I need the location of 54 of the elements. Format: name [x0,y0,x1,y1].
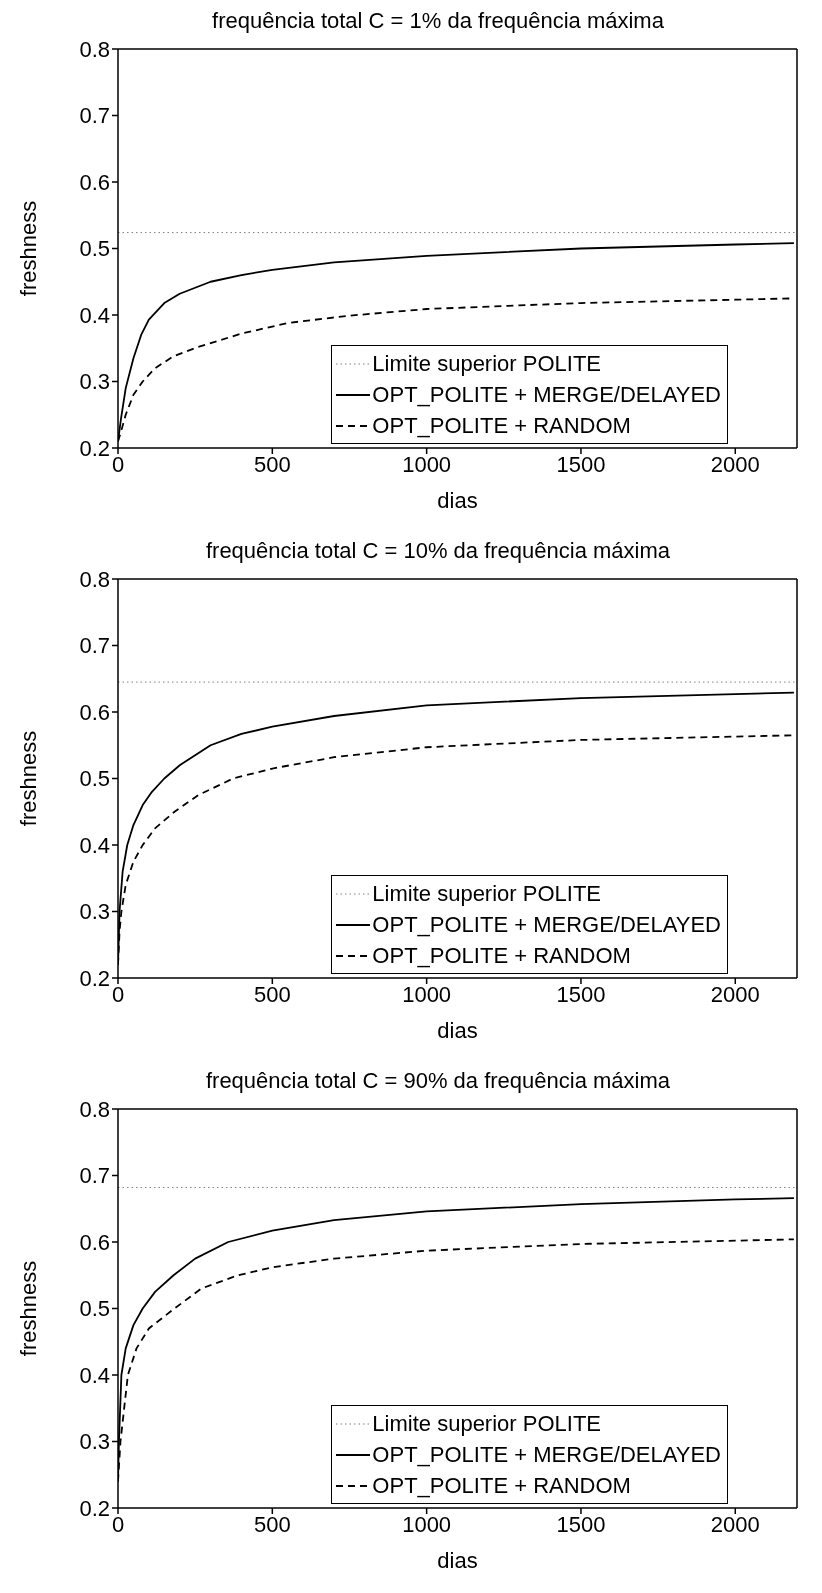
y-axis-title: freshness [15,200,41,297]
legend-label: OPT_POLITE + MERGE/DELAYED [372,911,721,939]
y-axis-title: freshness [15,1260,41,1357]
legend-label: OPT_POLITE + RANDOM [372,412,631,440]
x-tick-label: 500 [253,981,291,1007]
x-tick-label: 1000 [402,451,452,477]
x-tick-label: 2000 [710,451,760,477]
y-tick-label: 0.6 [79,699,110,725]
y-tick-label: 0.2 [79,1495,110,1521]
legend-label: Limite superior POLITE [372,1410,601,1438]
y-tick-label: 0.2 [79,965,110,991]
y-tick-label: 0.3 [79,1429,110,1455]
y-tick-label: 0.6 [79,1229,110,1255]
y-tick-label: 0.8 [79,1096,110,1122]
y-axis-title: freshness [15,730,41,827]
y-tick-label: 0.8 [79,566,110,592]
chart-title: frequência total C = 90% da frequência máxima [204,1068,672,1095]
x-tick-label: 0 [111,981,125,1007]
x-axis-title: dias [437,1018,478,1043]
y-tick-label: 0.8 [79,36,110,62]
x-tick-label: 0 [111,451,125,477]
y-tick-label: 0.5 [79,1296,110,1322]
x-tick-label: 1500 [556,981,606,1007]
y-tick-label: 0.5 [79,236,110,262]
y-tick-label: 0.7 [79,633,110,659]
legend-label: OPT_POLITE + MERGE/DELAYED [372,1441,721,1469]
y-tick-label: 0.7 [79,1163,110,1189]
chart-title: frequência total C = 1% da frequência máxima [211,8,665,35]
y-tick-label: 0.4 [79,302,110,328]
y-tick-label: 0.4 [79,832,110,858]
x-tick-label: 1500 [556,451,606,477]
x-axis-title: dias [437,1548,478,1573]
legend-label: Limite superior POLITE [372,880,601,908]
x-tick-label: 2000 [710,981,760,1007]
legend-label: OPT_POLITE + MERGE/DELAYED [372,381,721,409]
legend-label: Limite superior POLITE [372,350,601,378]
x-tick-label: 2000 [710,1511,760,1537]
x-tick-label: 1500 [556,1511,606,1537]
y-tick-label: 0.3 [79,369,110,395]
chart-title: frequência total C = 10% da frequência máxima [204,538,672,565]
y-tick-label: 0.5 [79,766,110,792]
legend-label: OPT_POLITE + RANDOM [372,942,631,970]
y-tick-label: 0.7 [79,103,110,129]
x-tick-label: 1000 [402,981,452,1007]
x-axis-title: dias [437,488,478,513]
y-tick-label: 0.4 [79,1362,110,1388]
y-tick-label: 0.2 [79,435,110,461]
x-tick-label: 500 [253,1511,291,1537]
y-tick-label: 0.6 [79,169,110,195]
x-tick-label: 500 [253,451,291,477]
x-tick-label: 0 [111,1511,125,1537]
x-tick-label: 1000 [402,1511,452,1537]
legend-label: OPT_POLITE + RANDOM [372,1472,631,1500]
y-tick-label: 0.3 [79,899,110,925]
